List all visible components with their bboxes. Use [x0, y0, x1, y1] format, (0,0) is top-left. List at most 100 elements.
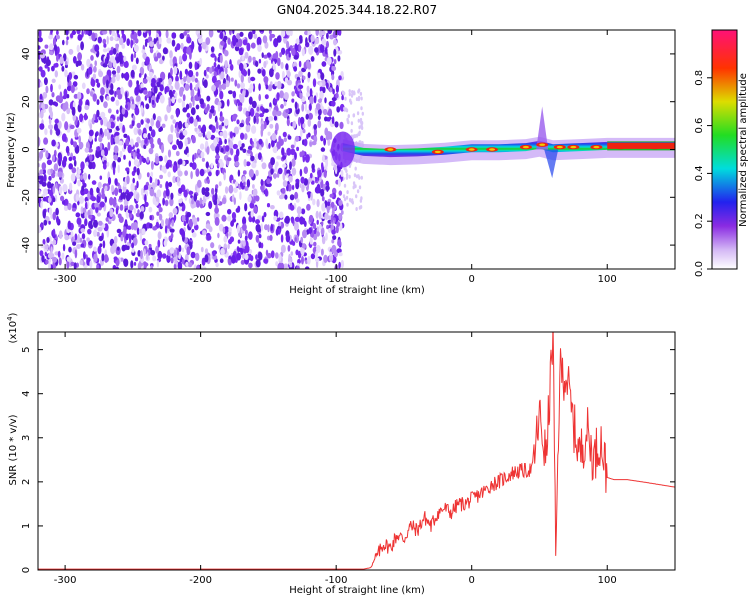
noise-speck: [53, 163, 59, 172]
noise-speck: [316, 183, 321, 192]
noise-speck: [270, 157, 275, 166]
noise-speck: [199, 203, 204, 209]
noise-speck: [197, 32, 203, 39]
noise-speck: [217, 104, 221, 112]
noise-speck: [104, 196, 107, 203]
noise-speck: [202, 131, 206, 138]
noise-speck: [131, 248, 135, 253]
noise-speck: [78, 135, 81, 144]
noise-speck: [40, 81, 43, 87]
noise-speck: [289, 204, 295, 211]
noise-speck: [321, 162, 324, 169]
noise-speck: [99, 127, 103, 135]
noise-speck: [102, 38, 107, 45]
noise-speck: [287, 245, 291, 252]
noise-speck: [172, 119, 176, 124]
noise-speck: [196, 188, 200, 193]
noise-speck: [319, 90, 324, 99]
noise-speck: [57, 250, 61, 258]
noise-speck: [260, 223, 264, 232]
y-tick-label: 1: [21, 523, 32, 529]
noise-speck: [255, 219, 260, 225]
noise-speck: [307, 71, 311, 79]
noise-speck: [240, 74, 244, 83]
colorbar-tick-label: 0.0: [694, 261, 705, 277]
noise-speck: [82, 207, 87, 213]
noise-speck: [190, 88, 195, 98]
noise-speck: [140, 206, 145, 212]
noise-speck: [226, 157, 232, 162]
noise-speck: [114, 178, 118, 186]
noise-speck: [191, 162, 197, 170]
noise-speck: [228, 227, 232, 233]
noise-speck: [62, 39, 65, 46]
noise-speck: [51, 65, 55, 72]
noise-speck: [112, 166, 116, 176]
spectrogram-x-ticks: -300 -200 -100 0 100: [54, 30, 617, 285]
noise-speck: [162, 47, 168, 55]
noise-speck: [149, 215, 152, 221]
noise-speck: [108, 128, 113, 133]
noise-speck: [186, 112, 191, 118]
figure-title: GN04.2025.344.18.22.R07: [277, 3, 437, 17]
noise-speck: [154, 178, 158, 186]
noise-speck: [267, 252, 272, 259]
noise-speck: [148, 147, 154, 155]
noise-speck: [208, 200, 213, 210]
noise-speck: [277, 167, 283, 175]
noise-speck: [278, 253, 282, 262]
noise-speck: [280, 234, 284, 243]
noise-speck: [338, 252, 343, 257]
noise-speck: [236, 83, 241, 89]
noise-speck: [261, 69, 266, 77]
noise-speck: [182, 94, 186, 102]
noise-speck: [133, 152, 136, 160]
noise-speck: [149, 188, 155, 197]
noise-speck: [118, 188, 123, 193]
noise-speck: [205, 223, 211, 230]
noise-speck: [44, 244, 49, 250]
noise-speck: [156, 81, 161, 88]
noise-speck: [124, 71, 130, 81]
noise-speck: [255, 224, 261, 232]
noise-speck: [256, 36, 262, 46]
noise-speck: [221, 122, 224, 127]
noise-speck: [53, 44, 58, 52]
noise-speck: [238, 105, 243, 112]
noise-speck: [90, 91, 94, 97]
noise-speck: [52, 211, 57, 221]
noise-speck: [150, 143, 155, 149]
noise-speck: [293, 66, 298, 72]
noise-speck: [348, 89, 351, 94]
noise-speck: [133, 207, 137, 214]
noise-speck: [314, 37, 320, 45]
noise-speck: [233, 197, 236, 206]
noise-speck: [38, 45, 41, 50]
noise-speck: [64, 121, 69, 131]
noise-speck: [214, 55, 217, 63]
noise-speck: [232, 113, 238, 119]
noise-speck: [184, 83, 190, 91]
noise-speck: [248, 169, 254, 178]
noise-speck: [136, 80, 140, 86]
noise-speck: [229, 131, 233, 139]
noise-speck: [133, 221, 138, 231]
noise-speck: [169, 247, 175, 254]
noise-speck: [157, 250, 163, 260]
noise-speck: [70, 138, 74, 146]
noise-speck: [298, 70, 303, 78]
noise-speck: [303, 138, 308, 147]
noise-speck: [98, 70, 104, 78]
noise-speck: [61, 159, 67, 168]
noise-speck: [68, 234, 72, 240]
noise-speck: [255, 169, 259, 177]
noise-speck: [315, 92, 318, 98]
noise-speck: [110, 96, 115, 102]
noise-speck: [84, 201, 88, 210]
noise-speck: [245, 124, 251, 133]
noise-speck: [258, 241, 262, 249]
x-tick-label: -300: [54, 274, 77, 285]
noise-speck: [239, 122, 244, 128]
noise-speck: [181, 258, 185, 265]
noise-speck: [97, 226, 103, 232]
